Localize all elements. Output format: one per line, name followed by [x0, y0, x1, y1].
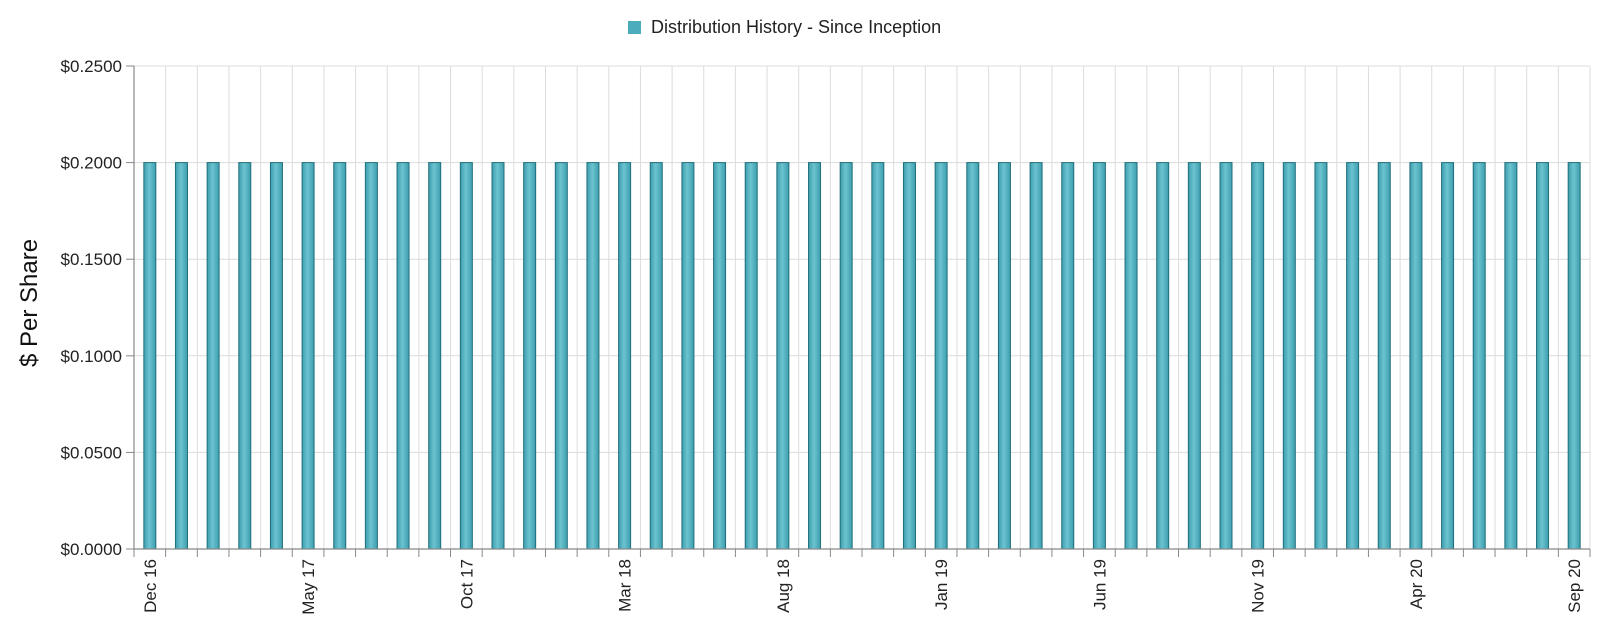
- bar[interactable]: [1377, 162, 1391, 550]
- bar[interactable]: [1536, 162, 1550, 550]
- bar[interactable]: [808, 162, 822, 550]
- bar[interactable]: [143, 162, 157, 550]
- bar[interactable]: [364, 162, 378, 550]
- bar[interactable]: [839, 162, 853, 550]
- bar[interactable]: [1124, 162, 1138, 550]
- bar[interactable]: [586, 162, 600, 550]
- bar[interactable]: [269, 162, 283, 550]
- bars-layer: [143, 162, 1581, 550]
- bar[interactable]: [997, 162, 1011, 550]
- bar[interactable]: [1441, 162, 1455, 550]
- x-tick-label: Sep 20: [1565, 559, 1584, 613]
- bar[interactable]: [1346, 162, 1360, 550]
- bar[interactable]: [1472, 162, 1486, 550]
- bar[interactable]: [523, 162, 537, 550]
- y-tick-label: $0.1000: [61, 347, 122, 366]
- bar[interactable]: [174, 162, 188, 550]
- bar[interactable]: [301, 162, 315, 550]
- bar[interactable]: [1251, 162, 1265, 550]
- bar[interactable]: [491, 162, 505, 550]
- x-tick-label: Apr 20: [1407, 559, 1426, 609]
- legend-swatch: [628, 21, 641, 34]
- x-tick-label: Jan 19: [932, 559, 951, 610]
- bar[interactable]: [1029, 162, 1043, 550]
- bar[interactable]: [713, 162, 727, 550]
- x-tick-label: Dec 16: [141, 559, 160, 613]
- y-tick-label: $0.0000: [61, 540, 122, 559]
- bar[interactable]: [333, 162, 347, 550]
- x-tick-label: May 17: [299, 559, 318, 615]
- y-tick-label: $0.0500: [61, 443, 122, 462]
- axes-layer: $0.0000 $0.0500 $0.1000 $0.1500 $0.2000 $0.25…: [61, 57, 1591, 615]
- x-tick-label: Mar 18: [616, 559, 635, 612]
- bar[interactable]: [1156, 162, 1170, 550]
- bar[interactable]: [428, 162, 442, 550]
- y-tick-label: $0.1500: [61, 250, 122, 269]
- bar[interactable]: [1092, 162, 1106, 550]
- bar[interactable]: [1282, 162, 1296, 550]
- x-tick-label: Aug 18: [774, 559, 793, 613]
- bar[interactable]: [871, 162, 885, 550]
- legend-label: Distribution History - Since Inception: [651, 17, 941, 37]
- y-axis-title: $ Per Share: [16, 239, 43, 367]
- bar[interactable]: [1061, 162, 1075, 550]
- bar[interactable]: [554, 162, 568, 550]
- bar[interactable]: [238, 162, 252, 550]
- bar[interactable]: [902, 162, 916, 550]
- x-tick-label: Oct 17: [457, 559, 476, 609]
- bar[interactable]: [206, 162, 220, 550]
- y-tick-label: $0.2500: [61, 57, 122, 76]
- bar[interactable]: [396, 162, 410, 550]
- x-tick-label: Nov 19: [1249, 559, 1268, 613]
- bar[interactable]: [1314, 162, 1328, 550]
- bar[interactable]: [1219, 162, 1233, 550]
- bar[interactable]: [744, 162, 758, 550]
- legend[interactable]: Distribution History - Since Inception: [628, 17, 941, 37]
- bar[interactable]: [776, 162, 790, 550]
- bar[interactable]: [618, 162, 632, 550]
- bar[interactable]: [649, 162, 663, 550]
- y-tick-label: $0.2000: [61, 154, 122, 173]
- bar[interactable]: [934, 162, 948, 550]
- bar[interactable]: [1504, 162, 1518, 550]
- bar[interactable]: [1409, 162, 1423, 550]
- bar[interactable]: [459, 162, 473, 550]
- bar[interactable]: [1567, 162, 1581, 550]
- bar[interactable]: [1187, 162, 1201, 550]
- x-tick-label: Jun 19: [1090, 559, 1109, 610]
- grid-layer: [133, 65, 1591, 550]
- bar[interactable]: [681, 162, 695, 550]
- bar[interactable]: [966, 162, 980, 550]
